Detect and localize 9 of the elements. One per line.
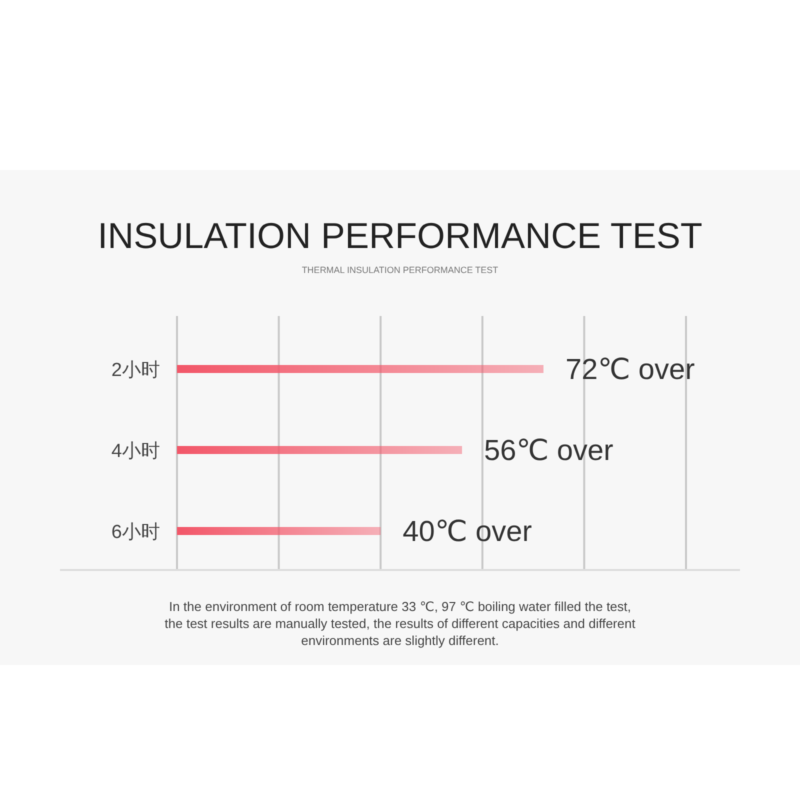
y-tick-label: 6小时 <box>111 522 160 543</box>
data-label: 40℃ over <box>402 516 532 548</box>
text: In the environment of room temperature 33 ℃, 97 ℃ boiling water filled the test, the test results are manually tested, the results of different capacities and different environments are slightly different. <box>164 598 636 649</box>
data-label: 56℃ over <box>484 435 614 467</box>
chart-subtitle: THERMAL INSULATION PERFORMANCE TEST <box>302 265 499 275</box>
y-tick-label: 2小时 <box>111 360 160 381</box>
y-tick-label: 4小时 <box>111 441 160 462</box>
data-label: 72℃ over <box>565 354 696 386</box>
chart-title: INSULATION PERFORMANCE TEST <box>98 215 702 256</box>
